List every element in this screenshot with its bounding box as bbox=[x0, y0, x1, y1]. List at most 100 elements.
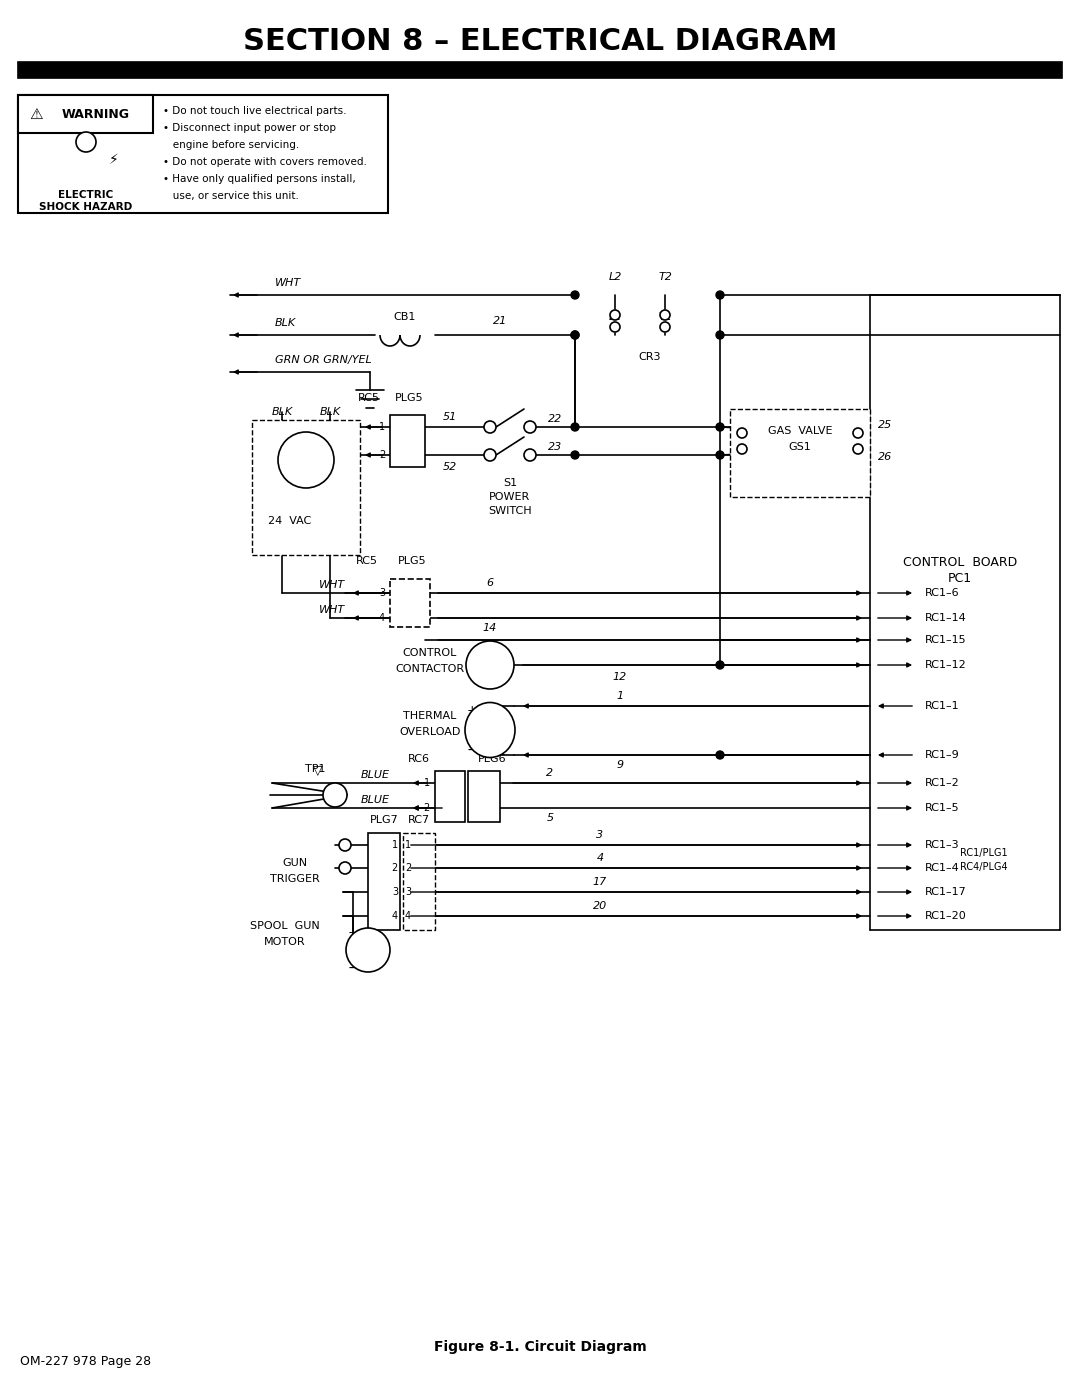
Text: 3: 3 bbox=[405, 887, 411, 897]
Text: 4: 4 bbox=[405, 911, 411, 921]
Text: 22: 22 bbox=[548, 414, 563, 425]
Text: GUN: GUN bbox=[283, 858, 308, 868]
Text: OM-227 978 Page 28: OM-227 978 Page 28 bbox=[21, 1355, 151, 1369]
Text: CONTROL: CONTROL bbox=[403, 648, 457, 658]
Text: CONTROL  BOARD: CONTROL BOARD bbox=[903, 556, 1017, 570]
Text: • Do not operate with covers removed.: • Do not operate with covers removed. bbox=[163, 156, 367, 168]
Text: BLK: BLK bbox=[320, 407, 340, 416]
Text: RC1–17: RC1–17 bbox=[924, 887, 967, 897]
Text: use, or service this unit.: use, or service this unit. bbox=[163, 191, 299, 201]
Text: 3: 3 bbox=[596, 830, 604, 840]
Text: −: − bbox=[467, 743, 477, 757]
Text: 2: 2 bbox=[546, 768, 554, 778]
Circle shape bbox=[716, 291, 724, 299]
Text: RC5: RC5 bbox=[357, 393, 380, 402]
Circle shape bbox=[465, 641, 514, 689]
Text: RC4/PLG4: RC4/PLG4 bbox=[960, 862, 1008, 872]
Ellipse shape bbox=[465, 703, 515, 757]
Text: 2: 2 bbox=[423, 803, 430, 813]
Text: RC1–15: RC1–15 bbox=[924, 636, 967, 645]
Circle shape bbox=[716, 423, 724, 432]
Text: 21: 21 bbox=[492, 316, 508, 326]
Bar bbox=[252, 420, 360, 555]
Circle shape bbox=[524, 420, 536, 433]
Text: TRIGGER: TRIGGER bbox=[270, 875, 320, 884]
Text: RC1–5: RC1–5 bbox=[924, 803, 960, 813]
Text: WHT: WHT bbox=[319, 580, 345, 590]
Circle shape bbox=[660, 321, 670, 332]
Bar bbox=[390, 415, 426, 467]
Text: • Have only qualified persons install,: • Have only qualified persons install, bbox=[163, 175, 355, 184]
Text: RC1–2: RC1–2 bbox=[924, 778, 960, 788]
Text: L1: L1 bbox=[608, 312, 622, 321]
Circle shape bbox=[571, 331, 579, 339]
Text: TP1: TP1 bbox=[305, 764, 325, 774]
Text: SHOCK HAZARD: SHOCK HAZARD bbox=[39, 203, 133, 212]
Circle shape bbox=[571, 423, 579, 432]
Bar bbox=[368, 833, 400, 930]
Circle shape bbox=[484, 420, 496, 433]
Text: GAS  VALVE: GAS VALVE bbox=[768, 426, 833, 436]
Text: 2: 2 bbox=[405, 863, 411, 873]
Text: RC1–1: RC1–1 bbox=[924, 701, 960, 711]
Text: L2: L2 bbox=[608, 272, 622, 282]
Text: PLG5: PLG5 bbox=[399, 556, 427, 566]
Text: SECTION 8 – ELECTRICAL DIAGRAM: SECTION 8 – ELECTRICAL DIAGRAM bbox=[243, 28, 837, 56]
Circle shape bbox=[716, 451, 724, 460]
Circle shape bbox=[278, 432, 334, 488]
Bar bbox=[390, 578, 430, 627]
Text: RC1–12: RC1–12 bbox=[924, 659, 967, 671]
Text: CR3: CR3 bbox=[638, 352, 661, 362]
Text: 24  VAC: 24 VAC bbox=[268, 515, 312, 527]
Text: RC1–3: RC1–3 bbox=[924, 840, 960, 849]
Text: 3: 3 bbox=[392, 887, 399, 897]
Text: • Do not touch live electrical parts.: • Do not touch live electrical parts. bbox=[163, 106, 347, 116]
Text: Figure 8-1. Circuit Diagram: Figure 8-1. Circuit Diagram bbox=[434, 1340, 646, 1354]
Text: ▽: ▽ bbox=[313, 764, 323, 778]
Text: ⚡: ⚡ bbox=[109, 154, 119, 168]
Text: PC1: PC1 bbox=[948, 573, 972, 585]
Circle shape bbox=[571, 291, 579, 299]
Bar bbox=[403, 833, 435, 930]
Circle shape bbox=[737, 427, 747, 439]
Circle shape bbox=[323, 782, 347, 807]
Circle shape bbox=[610, 321, 620, 332]
Text: 6: 6 bbox=[486, 578, 494, 588]
Text: WARNING: WARNING bbox=[62, 108, 130, 120]
Text: −: − bbox=[347, 961, 359, 975]
Text: WHT: WHT bbox=[319, 605, 345, 615]
Text: CR: CR bbox=[483, 652, 498, 664]
Text: S1: S1 bbox=[503, 478, 517, 488]
Text: RC1/PLG1: RC1/PLG1 bbox=[960, 848, 1008, 858]
Circle shape bbox=[716, 661, 724, 669]
Text: 3: 3 bbox=[486, 668, 494, 678]
Text: 1: 1 bbox=[617, 692, 623, 701]
Text: 9: 9 bbox=[617, 760, 623, 770]
Text: RC5: RC5 bbox=[356, 556, 378, 566]
Text: BLK: BLK bbox=[271, 407, 293, 416]
Text: 26: 26 bbox=[878, 453, 892, 462]
Text: FM: FM bbox=[296, 454, 316, 467]
Text: GRN OR GRN/YEL: GRN OR GRN/YEL bbox=[275, 355, 372, 365]
Circle shape bbox=[853, 427, 863, 439]
Text: engine before servicing.: engine before servicing. bbox=[163, 140, 299, 149]
Text: WHT: WHT bbox=[275, 278, 301, 288]
Text: 1: 1 bbox=[423, 778, 430, 788]
Bar bbox=[18, 95, 388, 212]
Bar bbox=[18, 61, 1062, 78]
Text: BLK: BLK bbox=[275, 319, 296, 328]
Text: RC1–4: RC1–4 bbox=[924, 863, 960, 873]
Text: ELECTRIC: ELECTRIC bbox=[58, 190, 113, 200]
Bar bbox=[18, 95, 153, 133]
Text: 1: 1 bbox=[392, 840, 399, 849]
Text: DM2: DM2 bbox=[356, 944, 380, 956]
Text: RC1–20: RC1–20 bbox=[924, 911, 967, 921]
Circle shape bbox=[484, 448, 496, 461]
Circle shape bbox=[346, 928, 390, 972]
Text: BLUE: BLUE bbox=[361, 770, 390, 780]
Text: 4: 4 bbox=[379, 613, 384, 623]
Text: 4: 4 bbox=[392, 911, 399, 921]
Circle shape bbox=[853, 444, 863, 454]
Circle shape bbox=[571, 451, 579, 460]
Circle shape bbox=[524, 448, 536, 461]
